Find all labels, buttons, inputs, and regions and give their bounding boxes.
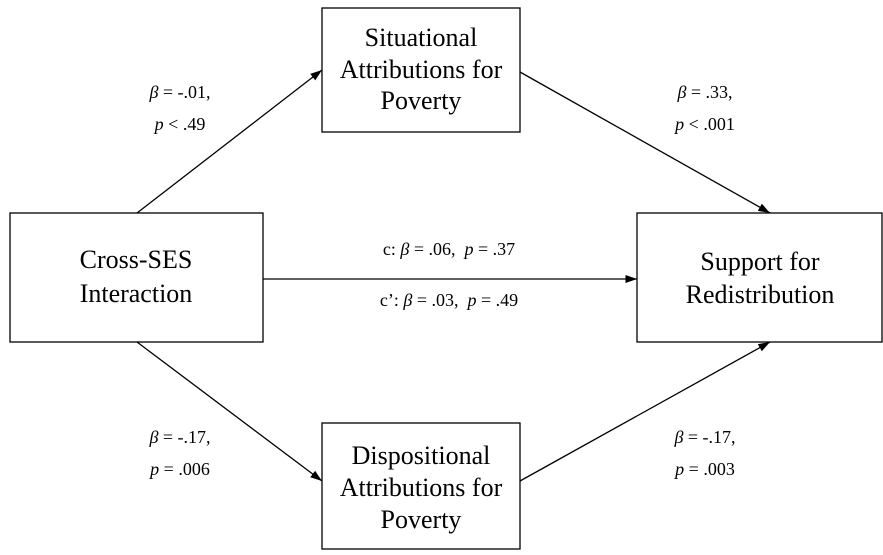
arrow	[136, 341, 323, 482]
node-label: Situational	[365, 23, 478, 52]
edge-label: p = .003	[673, 459, 735, 479]
node-box	[321, 7, 521, 133]
node-label: Poverty	[381, 505, 462, 534]
arrow	[519, 71, 771, 214]
node-box	[321, 422, 521, 550]
node-label: Support for	[700, 247, 820, 276]
node-box	[9, 212, 264, 343]
edge-label: c’: β = .03, p = .49	[380, 290, 518, 310]
arrow	[519, 341, 771, 482]
edge-label: c: β = .06, p = .37	[383, 239, 515, 259]
node-label: Poverty	[381, 86, 462, 115]
node-label: Attributions for	[340, 473, 503, 502]
edge-label: p < .49	[153, 114, 206, 134]
edge-label: β = -.17,	[673, 427, 735, 447]
arrow	[136, 69, 323, 214]
node-label: Interaction	[80, 279, 193, 308]
node-label: Redistribution	[686, 280, 835, 309]
node-box	[636, 212, 883, 343]
edge-label: p = .006	[148, 459, 210, 479]
node-label: Attributions for	[340, 55, 503, 84]
edge-label: β = .33,	[676, 82, 732, 102]
edge-label: β = -.01,	[148, 82, 210, 102]
node-label: Dispositional	[352, 441, 491, 470]
node-label: Cross-SES	[80, 245, 193, 274]
edge-label: β = -.17,	[148, 427, 210, 447]
edge-label: p < .001	[673, 114, 735, 134]
